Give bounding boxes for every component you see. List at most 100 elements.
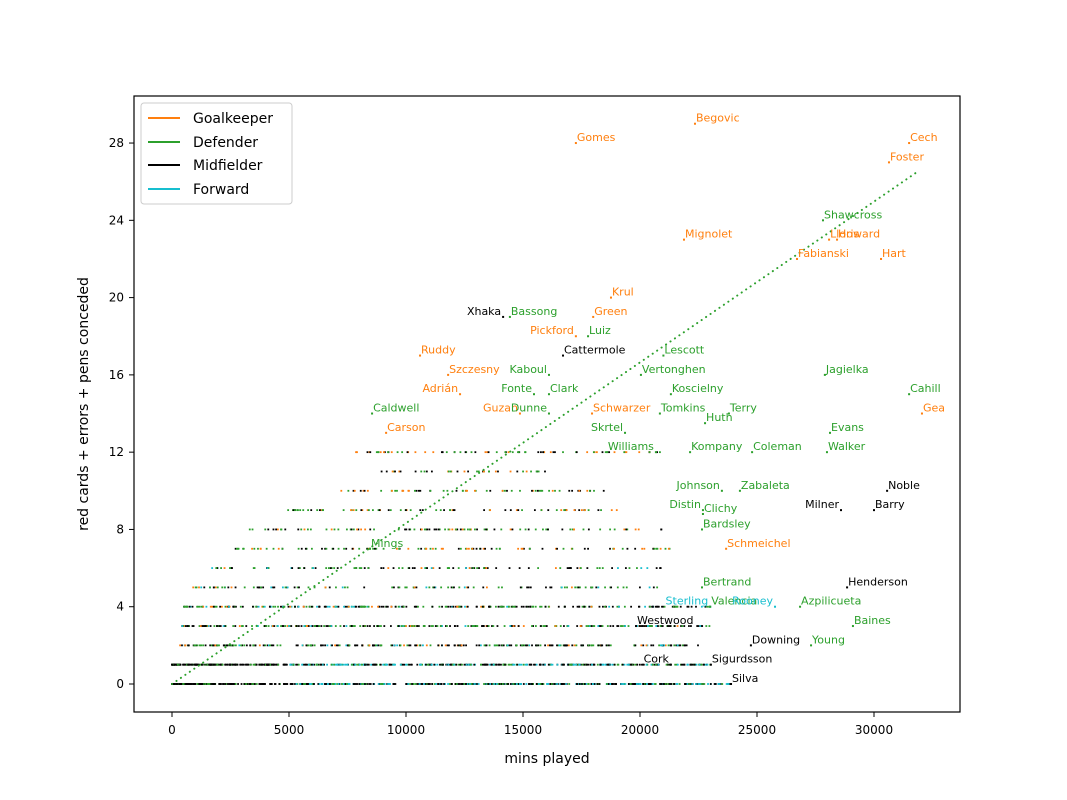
- data-point: [621, 625, 624, 627]
- data-point: [674, 605, 677, 608]
- data-point: [391, 489, 393, 492]
- data-point: [508, 605, 510, 608]
- data-point: [364, 605, 367, 608]
- data-point: [706, 605, 709, 608]
- data-point: [606, 625, 609, 627]
- data-point: [689, 451, 692, 454]
- data-point: [404, 586, 407, 589]
- data-point: [618, 605, 620, 608]
- data-point: [369, 625, 371, 627]
- data-point: [525, 470, 528, 473]
- data-point: [836, 238, 839, 241]
- data-point: [487, 451, 490, 454]
- data-point: [396, 644, 399, 647]
- data-point: [362, 625, 365, 627]
- data-point: [544, 644, 547, 647]
- data-point: [298, 586, 300, 589]
- data-point: [281, 547, 284, 550]
- data-point: [297, 663, 300, 666]
- data-point: [439, 663, 441, 666]
- data-point: [230, 586, 233, 589]
- data-point: [727, 683, 730, 685]
- data-point: [606, 663, 609, 666]
- data-point: [575, 451, 578, 454]
- data-point: [483, 683, 485, 685]
- data-point: [485, 528, 488, 531]
- data-point: [305, 605, 308, 608]
- data-point: [585, 683, 588, 685]
- data-point: [730, 683, 733, 685]
- data-point: [323, 605, 326, 608]
- data-point: [330, 528, 333, 531]
- data-point: [617, 663, 620, 666]
- data-point: [301, 663, 303, 666]
- data-point: [407, 489, 410, 492]
- data-point: [409, 644, 412, 647]
- data-point: [382, 567, 385, 569]
- data-point: [408, 625, 411, 627]
- data-point: [352, 625, 355, 627]
- data-point: [273, 683, 276, 685]
- data-point: [638, 663, 641, 666]
- data-point: [450, 586, 453, 589]
- data-point: [343, 605, 345, 608]
- data-point: [339, 625, 342, 627]
- point-label: Baines: [854, 614, 891, 627]
- data-point: [476, 625, 479, 627]
- data-point: [449, 683, 451, 685]
- data-point: [501, 586, 503, 589]
- data-point: [566, 586, 568, 589]
- data-point: [218, 663, 221, 666]
- data-point: [212, 644, 215, 647]
- data-point: [521, 547, 524, 550]
- point-label: Xhaka: [467, 305, 501, 318]
- data-point: [604, 605, 606, 608]
- data-point: [430, 470, 433, 473]
- data-point: [375, 625, 378, 627]
- data-point: [424, 547, 427, 550]
- data-point: [297, 605, 300, 608]
- data-point: [660, 528, 663, 531]
- data-point: [504, 663, 506, 666]
- data-point: [559, 625, 562, 627]
- data-point: [749, 644, 752, 647]
- data-point: [237, 547, 239, 550]
- data-point: [241, 663, 244, 666]
- data-point: [276, 528, 279, 531]
- data-point: [495, 683, 498, 685]
- data-point: [529, 586, 532, 589]
- data-point: [319, 663, 322, 666]
- data-point: [635, 625, 638, 628]
- data-point: [345, 528, 348, 531]
- data-point: [243, 644, 246, 647]
- data-point: [517, 509, 520, 512]
- data-point: [483, 567, 485, 569]
- data-point: [593, 489, 595, 492]
- data-point: [411, 625, 413, 627]
- data-point: [477, 683, 480, 685]
- data-point: [391, 586, 394, 589]
- data-point: [323, 683, 326, 685]
- point-label: Cattermole: [564, 344, 626, 357]
- data-point: [587, 644, 590, 647]
- data-point: [460, 683, 463, 685]
- data-point: [583, 683, 586, 685]
- data-point: [301, 644, 304, 647]
- data-point: [275, 528, 278, 531]
- data-point: [266, 644, 269, 647]
- data-point: [398, 605, 401, 608]
- data-point: [598, 683, 601, 685]
- data-point: [469, 663, 472, 666]
- data-point: [430, 663, 433, 666]
- data-point: [350, 528, 353, 531]
- data-point: [601, 625, 604, 627]
- data-point: [406, 451, 409, 454]
- data-point: [840, 509, 843, 512]
- data-point: [590, 586, 593, 589]
- data-point: [657, 605, 660, 608]
- data-point: [369, 683, 372, 685]
- data-point: [440, 683, 442, 685]
- data-point: [397, 605, 400, 608]
- data-point: [239, 663, 242, 666]
- data-point: [704, 663, 707, 666]
